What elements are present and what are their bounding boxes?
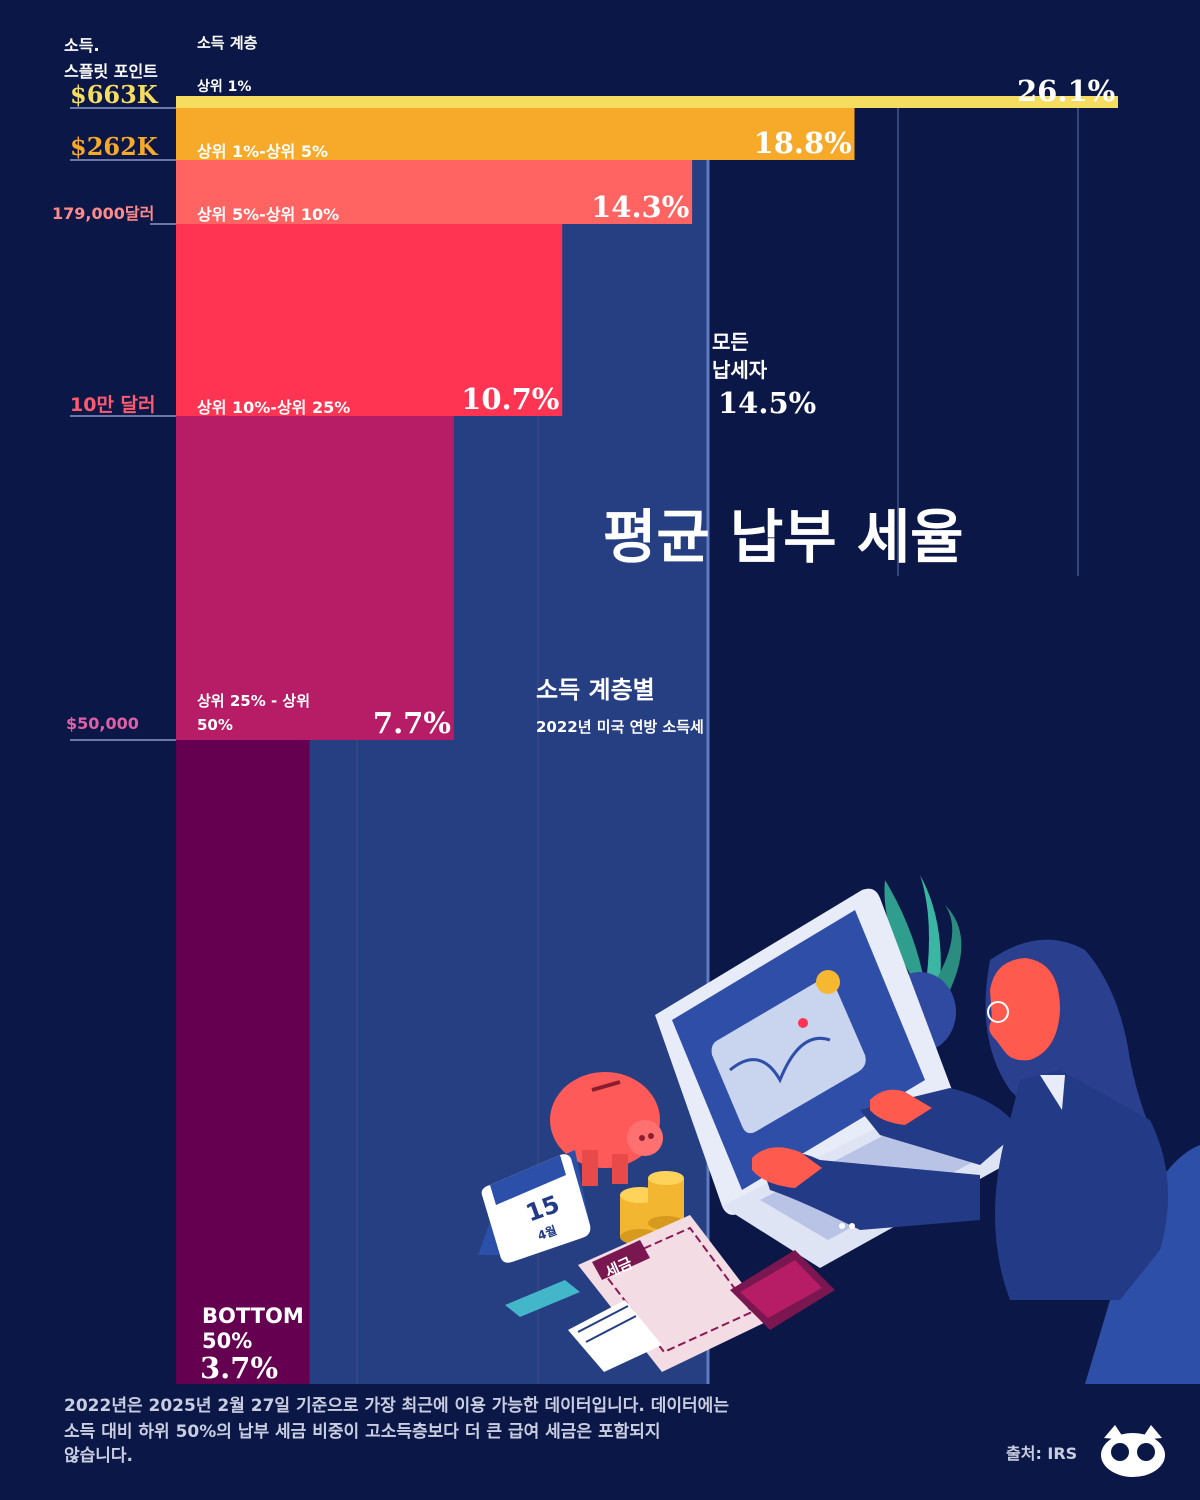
bar-top1-5 xyxy=(176,108,855,160)
tier-label-top25-50-line1: 상위 25% - 상위 xyxy=(197,692,310,710)
subtitle-detail: 2022년 미국 연방 소득세 xyxy=(536,718,704,736)
piggy-bank-icon xyxy=(550,1072,663,1186)
bar-top25-50 xyxy=(176,416,454,740)
footnote-line1: 2022년은 2025년 2월 27일 기준으로 가장 최근에 이용 가능한 데… xyxy=(64,1396,729,1416)
all-taxpayers-label-line1: 모든 xyxy=(712,330,749,354)
split-point-50k: $50,000 xyxy=(66,714,139,733)
calendar-icon xyxy=(478,1150,591,1263)
all-taxpayers-label-line2: 납세자 xyxy=(712,358,768,382)
split-point-262k: $262K xyxy=(70,132,158,161)
value-label-top25-50: 7.7% xyxy=(372,706,451,740)
split-point-100k: 10만 달러 xyxy=(70,394,156,416)
split-point-179k: 179,000달러 xyxy=(52,204,155,223)
split-header-line2: 스플릿 포인트 xyxy=(64,62,158,81)
credit-card-icon xyxy=(505,1280,580,1317)
tier-label-top25-50-line2: 50% xyxy=(197,716,233,734)
footnote-line2: 소득 대비 하위 50%의 납부 세금 비중이 고소득층보다 더 큰 급여 세금… xyxy=(64,1422,661,1442)
value-label-bottom50: 3.7% xyxy=(200,1351,279,1385)
calculator-icon xyxy=(730,1250,835,1330)
page-title: 평균 납부 세율 xyxy=(603,503,964,571)
subtitle: 소득 계층별 xyxy=(536,676,655,704)
tier-header: 소득 계층 xyxy=(197,34,258,52)
value-label-top5-10: 14.3% xyxy=(591,190,690,224)
footnote-line3: 않습니다. xyxy=(64,1446,134,1466)
split-point-663k: $663K xyxy=(70,80,158,109)
split-header-line1: 소득. xyxy=(64,36,100,55)
value-label-top10-25: 10.7% xyxy=(461,382,560,416)
tier-label-top5-10: 상위 5%-상위 10% xyxy=(197,205,340,224)
calendar-month: 4월 xyxy=(535,1222,558,1243)
value-label-top1-5: 18.8% xyxy=(753,126,852,160)
bar-top5-10 xyxy=(176,160,693,224)
source-credit: 출처: IRS xyxy=(1006,1444,1078,1463)
bars-group xyxy=(176,96,1118,1384)
split-point-lines xyxy=(70,107,176,741)
bar-bottom50 xyxy=(176,740,310,1384)
tier-label-bottom50-line1: BOTTOM xyxy=(202,1304,304,1328)
bar-top1 xyxy=(176,96,1118,108)
chart-panel-right xyxy=(708,96,1178,576)
notepad-icon xyxy=(568,1300,662,1372)
tier-label-top10-25: 상위 10%-상위 25% xyxy=(197,398,351,417)
tier-label-bottom50-line2: 50% xyxy=(202,1329,253,1353)
tier-label-top1: 상위 1% xyxy=(197,79,252,95)
person-icon xyxy=(752,939,1168,1300)
bar-top10-25 xyxy=(176,224,563,416)
owl-logo-icon xyxy=(1101,1425,1165,1477)
value-label-top1: 26.1% xyxy=(1017,74,1116,108)
tax-filing-illustration: 15 4월 세금 xyxy=(478,875,1200,1384)
all-taxpayers-value: 14.5% xyxy=(718,386,817,420)
tax-document-icon xyxy=(578,1215,770,1372)
tier-label-top1-5: 상위 1%-상위 5% xyxy=(197,142,328,161)
